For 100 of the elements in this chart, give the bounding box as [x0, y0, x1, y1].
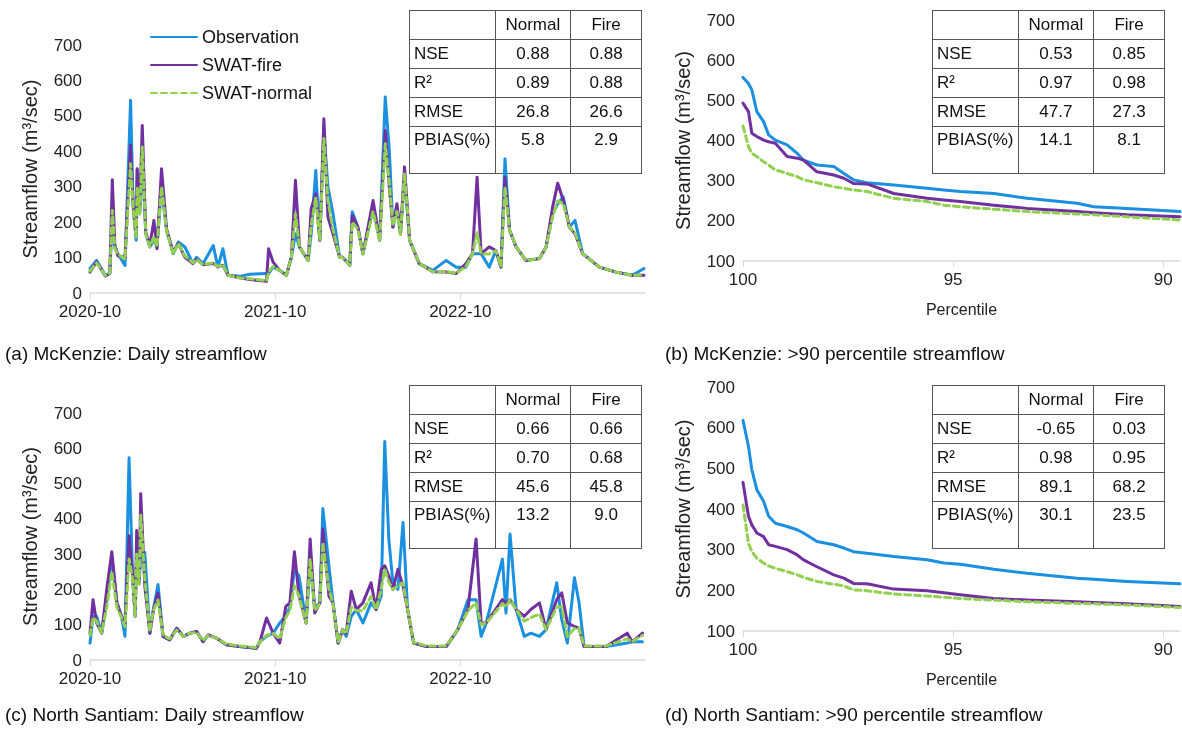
- annotation: NSE: [932, 414, 1019, 444]
- x-tick-label: 2021-10: [243, 669, 307, 688]
- y-tick-label: 0: [72, 283, 82, 303]
- annotation: R²: [932, 68, 1019, 98]
- annotation: 0.98: [1018, 443, 1094, 473]
- text: Fire: [570, 385, 642, 415]
- text: Normal: [495, 385, 571, 415]
- y-tick-label: 300: [706, 540, 735, 560]
- x-tick-label: 2020-10: [58, 669, 122, 688]
- annotation: Normal: [1018, 10, 1094, 40]
- annotation: 23.5: [1093, 501, 1165, 549]
- annotation: 0.85: [1093, 39, 1165, 69]
- annotation: NSE: [409, 39, 496, 69]
- legend-label: SWAT-fire: [202, 55, 282, 75]
- y-axis-title: Streamflow (m³/sec): [672, 51, 694, 230]
- annotation: 0.68: [570, 443, 642, 473]
- annotation: 14.1: [1018, 126, 1094, 174]
- y-tick-label: 200: [706, 211, 735, 231]
- x-axis-title: Percentile: [925, 300, 998, 318]
- y-tick-label: 600: [53, 438, 82, 458]
- y-tick-label: 500: [53, 474, 82, 494]
- y-tick-label: 700: [706, 377, 735, 397]
- annotation: 45.6: [495, 472, 571, 502]
- text: Normal: [495, 10, 571, 40]
- y-axis-title: Streamflow (m³/sec): [672, 419, 694, 599]
- y-tick-label: 100: [53, 615, 82, 635]
- text: (a) McKenzie: Daily streamflow: [5, 343, 268, 364]
- annotation: 0.88: [570, 39, 642, 69]
- annotation: 13.2: [495, 501, 571, 549]
- y-tick-label: 0: [72, 650, 82, 670]
- annotation: 8.1: [1093, 126, 1165, 174]
- annotation: 0.88: [495, 39, 571, 69]
- annotation: RMSE: [932, 472, 1019, 502]
- annotation: R²: [409, 443, 496, 473]
- annotation: Fire: [1093, 385, 1165, 415]
- annotation: 0.66: [495, 414, 571, 444]
- x-tick-label: 95: [943, 270, 963, 289]
- annotation: Normal: [1018, 385, 1094, 415]
- x-tick-label: 2022-10: [429, 302, 492, 321]
- y-tick-label: 200: [53, 212, 82, 232]
- y-tick-label: 100: [706, 621, 735, 641]
- annotation: RMSE: [409, 472, 496, 502]
- annotation: 0.98: [1093, 68, 1165, 98]
- annotation: 0.95: [1093, 443, 1165, 473]
- y-tick-label: 300: [53, 544, 82, 564]
- y-tick-label: 700: [53, 35, 82, 55]
- y-tick-label: 300: [53, 177, 82, 197]
- y-tick-label: 400: [53, 509, 82, 529]
- annotation: 89.1: [1018, 472, 1094, 502]
- text: (c) North Santiam: Daily streamflow: [5, 704, 305, 725]
- y-tick-label: 500: [706, 90, 735, 110]
- y-tick-label: 200: [706, 580, 735, 600]
- annotation: 26.8: [495, 97, 571, 127]
- y-tick-label: 600: [706, 418, 735, 438]
- x-tick-label: 2022-10: [429, 669, 492, 688]
- annotation: 0.03: [1093, 414, 1165, 444]
- annotation: 68.2: [1093, 472, 1165, 502]
- y-tick-label: 500: [706, 458, 735, 478]
- y-tick-label: 100: [706, 251, 735, 271]
- annotation: 27.3: [1093, 97, 1165, 127]
- annotation: 9.0: [570, 501, 642, 549]
- annotation: 26.6: [570, 97, 642, 127]
- annotation: NSE: [932, 39, 1019, 69]
- annotation: 0.53: [1018, 39, 1094, 69]
- annotation: RMSE: [409, 97, 496, 127]
- text: (d) North Santiam: >90 percentile streamflow: [665, 704, 1043, 725]
- x-tick-label: 90: [1153, 640, 1173, 659]
- y-tick-label: 500: [53, 106, 82, 126]
- y-tick-label: 700: [706, 10, 735, 30]
- annotation: Fire: [1093, 10, 1165, 40]
- x-axis-title: Percentile: [925, 670, 998, 688]
- annotation: PBIAS(%): [932, 126, 1019, 174]
- annotation: 5.8: [495, 126, 571, 174]
- annotation: 0.66: [570, 414, 642, 444]
- annotation: 47.7: [1018, 97, 1094, 127]
- annotation: 0.70: [495, 443, 571, 473]
- y-tick-label: 300: [706, 171, 735, 191]
- y-tick-label: 400: [706, 499, 735, 519]
- x-tick-label: 2020-10: [58, 302, 122, 321]
- annotation: 0.97: [1018, 68, 1094, 98]
- y-axis-title: Streamflow (m³/sec): [19, 447, 41, 626]
- x-tick-label: 100: [728, 270, 758, 289]
- y-axis-title: Streamflow (m³/sec): [19, 79, 41, 259]
- annotation: PBIAS(%): [409, 126, 496, 174]
- y-tick-label: 400: [706, 131, 735, 150]
- annotation: 0.88: [570, 68, 642, 98]
- annotation: R²: [932, 443, 1019, 473]
- y-tick-label: 600: [53, 70, 82, 90]
- y-tick-label: 200: [53, 579, 82, 599]
- x-tick-label: 95: [943, 640, 963, 659]
- annotation: 45.8: [570, 472, 642, 502]
- y-tick-label: 700: [53, 403, 82, 423]
- x-tick-label: 2021-10: [243, 302, 307, 321]
- annotation: 30.1: [1018, 501, 1094, 549]
- y-tick-label: 400: [53, 141, 82, 161]
- legend-label: Observation: [202, 27, 300, 47]
- annotation: 2.9: [570, 126, 642, 174]
- text: (b) McKenzie: >90 percentile streamflow: [665, 343, 1005, 364]
- annotation: -0.65: [1018, 414, 1094, 444]
- annotation: PBIAS(%): [932, 501, 1019, 549]
